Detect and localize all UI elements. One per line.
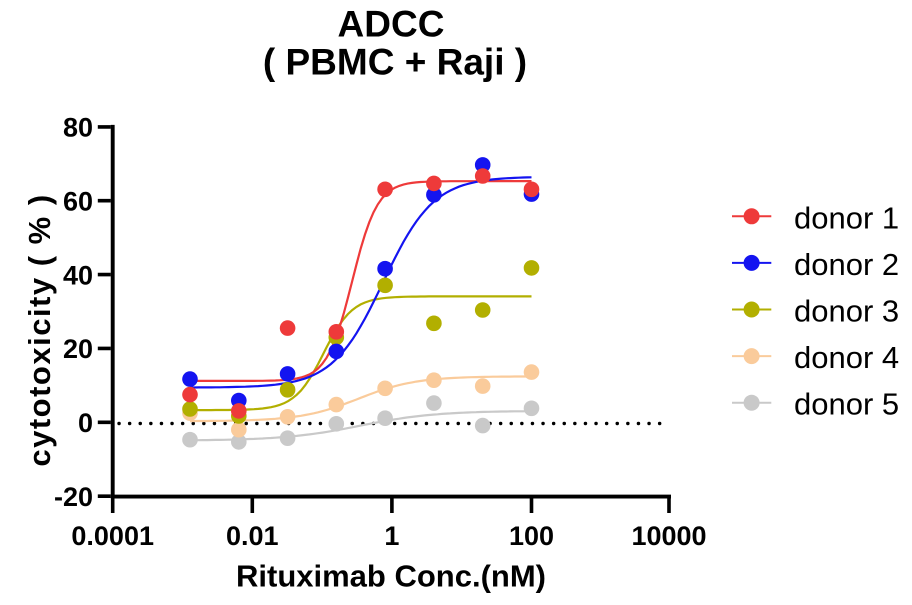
svg-text:donor 2: donor 2: [794, 247, 899, 282]
svg-text:60: 60: [63, 187, 93, 217]
svg-text:-20: -20: [54, 482, 93, 512]
svg-text:10000: 10000: [631, 521, 706, 551]
svg-text:( PBMC + Raji ): ( PBMC + Raji ): [263, 42, 527, 83]
svg-text:0.0001: 0.0001: [71, 521, 154, 551]
svg-text:100: 100: [509, 521, 554, 551]
svg-text:0.01: 0.01: [226, 521, 279, 551]
svg-text:cytotoxicity ( % ): cytotoxicity ( % ): [22, 193, 57, 466]
svg-text:donor 3: donor 3: [794, 294, 899, 329]
svg-text:40: 40: [63, 260, 93, 290]
svg-text:donor 5: donor 5: [794, 387, 899, 422]
svg-text:ADCC: ADCC: [338, 4, 445, 45]
svg-text:Rituximab Conc.(nM): Rituximab Conc.(nM): [236, 559, 546, 594]
svg-text:1: 1: [384, 521, 399, 551]
svg-text:donor 1: donor 1: [794, 200, 899, 235]
svg-text:80: 80: [63, 113, 93, 143]
svg-text:0: 0: [78, 408, 93, 438]
svg-text:donor 4: donor 4: [794, 340, 899, 375]
svg-text:20: 20: [63, 334, 93, 364]
